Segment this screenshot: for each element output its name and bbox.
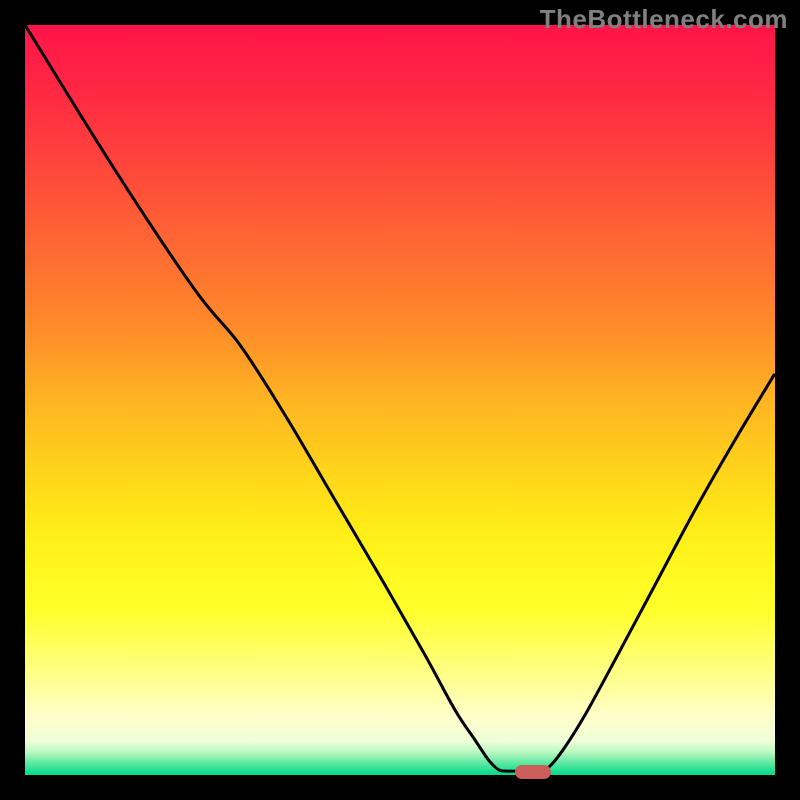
gradient-background [25, 25, 775, 775]
chart-frame: TheBottleneck.com [0, 0, 800, 800]
optimum-marker [515, 765, 551, 779]
plot-area [25, 25, 775, 775]
plot-svg [25, 25, 775, 775]
watermark-text: TheBottleneck.com [540, 4, 788, 35]
